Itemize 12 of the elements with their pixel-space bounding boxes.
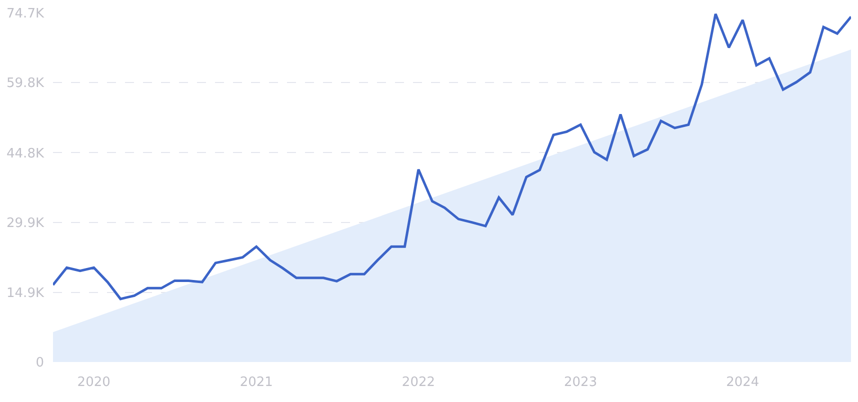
x-tick-label: 2024 [726, 375, 760, 390]
x-tick-label: 2021 [240, 375, 273, 390]
y-tick-label: 59.8K [6, 76, 44, 92]
y-tick-label: 29.9K [6, 216, 44, 231]
y-tick-label: 74.7K [6, 6, 44, 22]
line-series [53, 13, 851, 300]
x-tick-label: 2020 [77, 375, 110, 390]
y-tick-label: 0 [36, 356, 44, 371]
y-tick-label: 44.8K [6, 146, 44, 162]
x-tick-label: 2023 [564, 375, 598, 390]
y-tick-label: 14.9K [6, 286, 44, 301]
x-tick-label: 2022 [402, 375, 436, 390]
